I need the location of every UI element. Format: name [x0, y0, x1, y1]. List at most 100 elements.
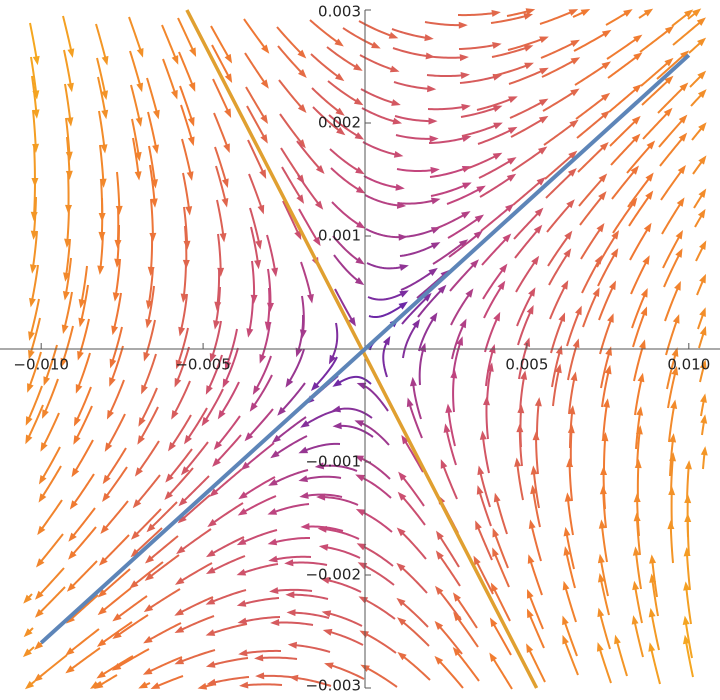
stream-arrow: [601, 29, 612, 38]
stream-arrow: [150, 198, 158, 208]
stream-arrow: [219, 233, 227, 243]
streamline: [398, 598, 429, 628]
streamline: [335, 424, 374, 438]
streamline: [664, 283, 681, 322]
stream-arrow: [100, 144, 108, 154]
streamline: [276, 26, 305, 58]
stream-arrow: [354, 132, 365, 140]
streamline: [402, 436, 424, 473]
streamline: [209, 502, 244, 527]
stream-arrow: [171, 89, 178, 100]
streamline: [473, 557, 494, 595]
streamlines: [22, 8, 708, 690]
stream-arrow: [523, 13, 534, 20]
stream-arrow: [355, 186, 366, 194]
streamline: [176, 327, 189, 367]
streamline: [382, 338, 390, 378]
stream-arrow: [697, 37, 707, 47]
streamline: [393, 81, 434, 91]
stream-arrow: [348, 317, 356, 327]
streamline: [239, 563, 279, 576]
stream-arrow: [224, 73, 233, 83]
stream-arrow: [560, 280, 569, 290]
streamline: [429, 166, 470, 178]
streamline: [479, 174, 515, 198]
streamline: [176, 562, 213, 585]
streamline: [272, 435, 308, 458]
stream-arrow: [698, 188, 707, 199]
stream-arrow: [32, 109, 40, 119]
streamline: [601, 367, 611, 408]
stream-arrow: [428, 267, 438, 276]
streamline: [432, 240, 467, 265]
stream-arrow: [700, 446, 708, 456]
streamline: [76, 352, 91, 392]
streamline: [99, 144, 105, 185]
stream-arrow: [435, 585, 444, 595]
stream-arrow: [536, 177, 546, 186]
stream-arrow: [643, 8, 654, 17]
stream-arrow: [458, 21, 468, 29]
streamline: [360, 596, 396, 620]
streamline: [64, 83, 72, 124]
stream-arrow: [562, 580, 570, 591]
stream-arrow: [297, 139, 306, 149]
streamline: [564, 529, 575, 570]
streamline: [359, 562, 395, 586]
stream-arrow: [684, 513, 692, 523]
streamline: [179, 85, 195, 125]
stream-arrow: [255, 240, 263, 250]
streamline: [114, 595, 148, 621]
stream-arrow: [493, 122, 503, 130]
streamline: [250, 226, 260, 267]
streamline: [541, 57, 579, 78]
stream-arrow: [675, 229, 684, 240]
stream-arrow: [97, 606, 107, 616]
streamline: [290, 643, 331, 653]
stream-arrow: [570, 57, 581, 65]
stream-arrow: [106, 409, 114, 420]
streamline: [208, 555, 246, 574]
streamline: [27, 351, 42, 391]
stream-arrow: [175, 359, 183, 370]
streamline: [62, 15, 74, 56]
stream-arrow: [371, 41, 381, 49]
streamline: [253, 355, 272, 393]
stream-arrow: [436, 530, 444, 541]
streamline: [73, 405, 93, 443]
stream-arrow: [401, 434, 409, 445]
stream-arrow: [633, 493, 641, 503]
streamline: [508, 68, 547, 85]
streamline: [509, 99, 547, 119]
stream-arrow: [459, 318, 467, 329]
streamline: [171, 380, 191, 418]
stream-arrow: [634, 459, 642, 469]
stream-arrow: [65, 665, 75, 674]
stream-arrow: [69, 500, 78, 510]
streamline: [363, 175, 402, 190]
stream-arrow: [568, 9, 579, 16]
streamline: [542, 89, 578, 112]
stream-arrow: [332, 422, 342, 430]
streamline: [72, 439, 94, 476]
streamline: [562, 637, 579, 676]
streamline: [481, 433, 490, 474]
stream-arrow: [96, 670, 106, 679]
stream-arrow: [564, 230, 573, 240]
streamline: [287, 561, 328, 566]
stream-arrow: [524, 62, 534, 70]
stream-arrow: [176, 545, 186, 555]
streamline: [399, 473, 425, 507]
stream-arrow: [692, 8, 702, 17]
stream-arrow: [539, 36, 549, 44]
stream-arrow: [461, 211, 471, 219]
stream-arrow: [434, 620, 444, 630]
streamline: [300, 442, 341, 454]
streamline: [397, 198, 438, 205]
stream-arrow: [300, 523, 310, 531]
streamline: [516, 289, 535, 327]
streamline: [40, 412, 60, 450]
stream-arrow: [491, 9, 501, 17]
stream-arrow: [174, 608, 184, 616]
streamline: [296, 140, 324, 173]
